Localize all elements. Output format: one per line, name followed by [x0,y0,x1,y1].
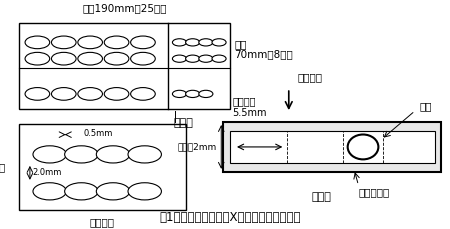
Circle shape [128,146,162,163]
Circle shape [78,52,103,65]
Circle shape [128,183,162,200]
Circle shape [172,39,186,46]
Circle shape [130,52,155,65]
Circle shape [199,39,213,46]
Circle shape [96,146,130,163]
Circle shape [212,39,226,46]
Circle shape [51,87,76,100]
Circle shape [65,183,98,200]
Text: 横：190mm（25穴）: 横：190mm（25穴） [82,4,166,14]
Circle shape [199,90,213,98]
Text: ラップ底面: ラップ底面 [359,188,390,198]
Circle shape [172,55,186,62]
Circle shape [51,52,76,65]
Bar [19,124,186,210]
Circle shape [78,36,103,49]
Text: 縦: 縦 [0,162,4,172]
Circle shape [130,36,155,49]
Text: 果実: 果実 [419,101,432,111]
Text: 厚さ：2mm: 厚さ：2mm [178,142,217,151]
Text: 上　面: 上 面 [174,117,194,128]
Ellipse shape [348,134,378,159]
Circle shape [104,87,129,100]
Circle shape [199,55,213,62]
Circle shape [185,39,200,46]
Bar [230,131,435,163]
Circle shape [65,146,98,163]
Text: 5.5mm: 5.5mm [232,108,267,117]
Circle shape [33,146,67,163]
Bar [224,122,441,172]
Text: 図1　テンサイ果実軟X線調査用アクリル板: 図1 テンサイ果実軟X線調査用アクリル板 [159,211,301,224]
Circle shape [25,87,50,100]
Text: 穴直径：: 穴直径： [232,96,256,106]
Text: 断　面: 断 面 [311,192,331,202]
Text: 0.5mm: 0.5mm [84,129,113,138]
Circle shape [51,36,76,49]
Text: 70mm（8穴）: 70mm（8穴） [234,49,293,59]
Circle shape [96,183,130,200]
Text: 照射方向: 照射方向 [297,72,323,82]
Circle shape [25,52,50,65]
Text: 縦：: 縦： [234,39,247,49]
Circle shape [104,36,129,49]
Text: 上面拡大: 上面拡大 [90,217,115,227]
Circle shape [104,52,129,65]
Circle shape [212,55,226,62]
Circle shape [185,55,200,62]
Circle shape [185,90,200,98]
Circle shape [172,90,186,98]
Circle shape [78,87,103,100]
Bar [19,23,230,109]
Circle shape [130,87,155,100]
Circle shape [33,183,67,200]
Text: 2.0mm: 2.0mm [32,168,62,177]
Circle shape [25,36,50,49]
